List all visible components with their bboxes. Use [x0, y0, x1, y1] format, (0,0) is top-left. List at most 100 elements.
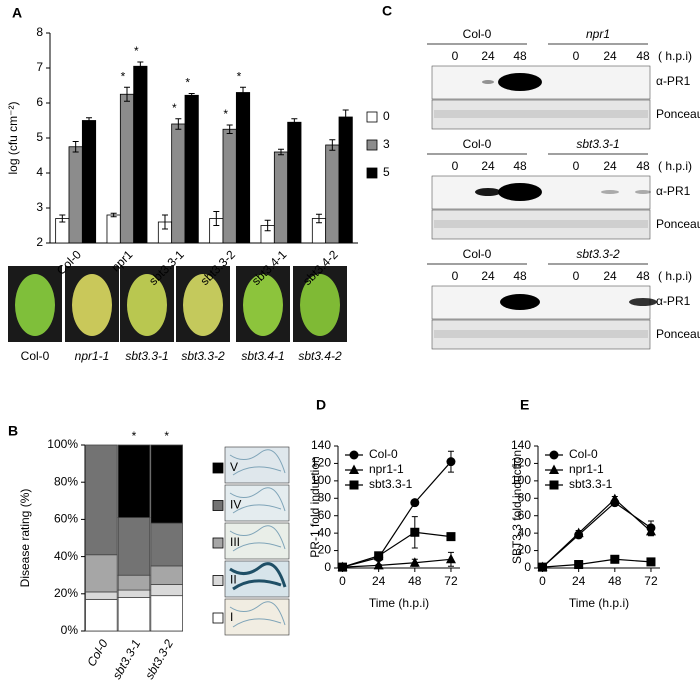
data-point [538, 562, 548, 572]
blot-group: Col-0 [463, 137, 492, 151]
data-point [446, 532, 456, 542]
ponceau-band [434, 110, 648, 118]
bar [273, 151, 289, 244]
protein-band [475, 188, 501, 196]
legend-label: 5 [383, 165, 390, 179]
bar-segment [85, 554, 118, 593]
loading-label: Ponceau [656, 217, 700, 231]
antibody-label: α-PR1 [656, 294, 691, 308]
legend-marker [349, 450, 359, 460]
legend-swatch [366, 139, 378, 151]
stain-hyphae [229, 562, 287, 591]
leaf [127, 274, 167, 336]
series-line [342, 461, 452, 568]
significance: * [223, 107, 228, 121]
lane-label: 48 [636, 269, 650, 283]
error-bar [86, 117, 93, 124]
significance: * [164, 429, 169, 443]
y-tick-label: 140 [311, 438, 331, 452]
panel-label: D [316, 397, 326, 413]
y-tick-label: 40% [54, 549, 78, 563]
significance: * [185, 76, 190, 90]
data-point [410, 527, 420, 537]
y-tick-label: 4 [36, 165, 43, 179]
legend-swatch [212, 500, 224, 511]
stain-photo [224, 446, 290, 484]
error-bar [315, 213, 322, 224]
time-unit: ( h.p.i) [658, 269, 692, 283]
bar [222, 128, 237, 244]
loading-label: Ponceau [656, 107, 700, 121]
error-bar [411, 516, 418, 549]
y-tick-label: 120 [311, 456, 331, 470]
stain-photo [224, 484, 290, 522]
error-bar [342, 109, 349, 125]
legend-label: III [230, 535, 240, 549]
protein-band [498, 183, 542, 201]
stain-photo [224, 598, 290, 636]
blot-group: Col-0 [463, 247, 492, 261]
y-tick-label: 3 [36, 200, 43, 214]
bar [68, 146, 83, 244]
loading-label: Ponceau [656, 327, 700, 341]
lane-label: 24 [603, 159, 617, 173]
data-point [609, 493, 620, 504]
blot-group: sbt3.3-2 [576, 247, 620, 261]
data-point [410, 498, 420, 508]
legend-swatch [212, 537, 224, 549]
legend-marker [549, 480, 559, 490]
legend-label: 0 [383, 109, 390, 123]
y-tick-label: 7 [36, 60, 43, 74]
bar-segment [117, 597, 151, 632]
legend-label: V [230, 460, 238, 474]
blot [431, 285, 651, 320]
bar [325, 144, 340, 244]
ponceau-band [434, 330, 648, 338]
bar [287, 121, 302, 244]
lane-label: 0 [573, 269, 580, 283]
legend-label: Col-0 [569, 447, 598, 461]
lane-label: 0 [452, 49, 459, 63]
y-tick-label: 120 [511, 456, 531, 470]
x-tick-label: Col-0 [84, 637, 111, 669]
panel-label: E [520, 397, 529, 413]
error-bar [240, 86, 247, 99]
bar-segment [117, 589, 151, 598]
bar [171, 123, 186, 244]
y-tick-label: 140 [511, 438, 531, 452]
y-tick-label: 80% [54, 474, 78, 488]
error-bar [59, 214, 66, 223]
legend-label: I [230, 610, 233, 624]
stain-photo [224, 522, 290, 560]
data-point [445, 553, 456, 564]
series-line [342, 558, 452, 568]
series-line [342, 531, 452, 568]
series-line [542, 501, 652, 568]
x-tick-label: sbt3.3-1 [110, 637, 144, 682]
legend-label: 3 [383, 137, 390, 151]
x-tick-label: sbt3.3-2 [142, 637, 176, 682]
legend-marker [549, 464, 559, 474]
x-axis-label: Time (h.p.i) [569, 596, 629, 610]
ponceau-band [434, 220, 648, 228]
error-bar [213, 211, 220, 226]
panel-label: C [382, 3, 392, 19]
error-bar [264, 219, 271, 232]
lane-label: 0 [573, 159, 580, 173]
bar [133, 65, 148, 244]
data-point [409, 557, 420, 567]
legend-swatch [366, 111, 378, 123]
error-bar [175, 118, 182, 130]
bar [81, 120, 97, 244]
lane-label: 24 [481, 269, 495, 283]
leaf [300, 274, 340, 336]
y-axis-label: SBT3.3 fold induction [510, 450, 524, 564]
stain-hyphae [229, 487, 286, 514]
y-tick-label: 100% [47, 437, 78, 451]
significance: * [237, 69, 242, 83]
series-line [542, 558, 652, 568]
significance: * [132, 429, 137, 443]
error-bar [447, 450, 454, 473]
leaf [15, 274, 55, 336]
